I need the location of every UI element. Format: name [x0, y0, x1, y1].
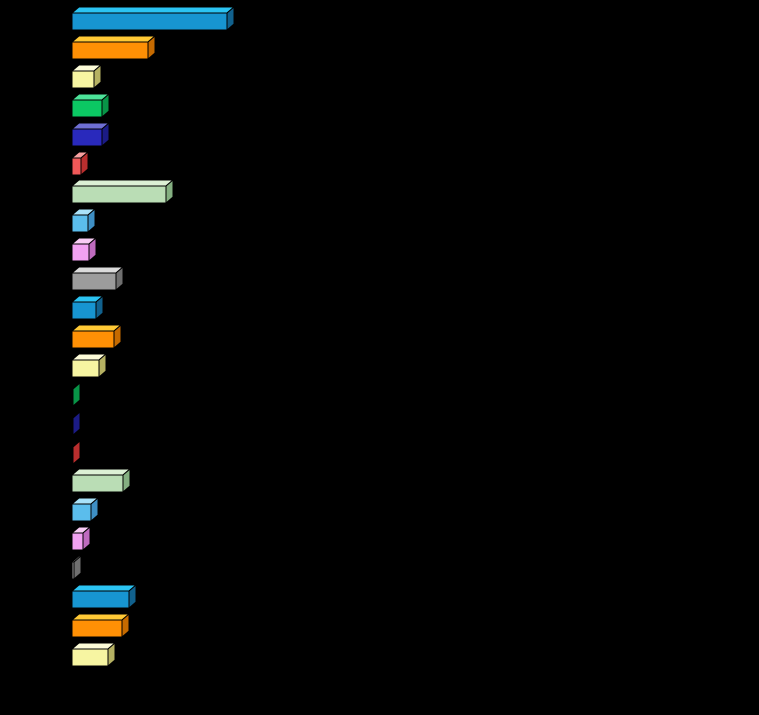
bar-14-green [70, 381, 82, 408]
bar-front-face [71, 532, 84, 551]
bar-4-green [70, 92, 111, 119]
bar-23-pale-yellow [70, 641, 117, 668]
bar-front-face [71, 648, 109, 667]
bar-top-face [70, 6, 236, 14]
bar-11-cyan [70, 294, 105, 321]
bar-front-face [71, 330, 115, 349]
bar-front-face [71, 619, 123, 638]
bar-top-face [70, 35, 157, 43]
bar-top-face [70, 324, 123, 332]
bar-7-pale-green [70, 178, 175, 205]
bar-6-red [70, 150, 90, 177]
bar-front-face [71, 561, 75, 580]
bar-top-face [70, 613, 131, 621]
bar-front-face [71, 359, 100, 378]
bar-top-face [70, 468, 132, 476]
bar-5-blue [70, 121, 111, 148]
bar-front-face [71, 99, 103, 118]
bar-16-red [70, 439, 82, 466]
bar-22-orange [70, 612, 131, 639]
bar-2-orange [70, 34, 157, 61]
bar-front-face [71, 243, 90, 262]
bar-front-face [71, 590, 130, 609]
bar-top-face [70, 266, 125, 274]
bar-top-face [70, 584, 138, 592]
bar-top-face [70, 179, 175, 187]
bar-front-face [71, 388, 74, 407]
bar-front-face [71, 185, 167, 204]
bar-19-pink [70, 525, 92, 552]
bar-front-face [71, 41, 149, 60]
bar-9-pink [70, 236, 98, 263]
bar-20-gray [70, 554, 83, 581]
bars-group [70, 5, 236, 668]
bar-front-face [71, 503, 92, 522]
bar-front-face [71, 301, 97, 320]
bar-1-cyan [70, 5, 236, 32]
bar-front-face [71, 70, 95, 89]
bar-3-pale-yellow [70, 63, 103, 90]
bar-12-orange [70, 323, 123, 350]
bar-18-light-blue [70, 496, 100, 523]
bar-15-blue [70, 410, 82, 437]
bar-21-cyan [70, 583, 138, 610]
bar-front-face [71, 12, 228, 31]
bar-front-face [71, 272, 117, 291]
bar-front-face [71, 417, 74, 436]
bar-17-pale-green [70, 467, 132, 494]
bar-8-light-blue [70, 207, 97, 234]
bar-front-face [71, 474, 124, 493]
bar-front-face [71, 157, 82, 176]
bar-front-face [71, 446, 74, 465]
bar-10-gray [70, 265, 125, 292]
bar-front-face [71, 214, 89, 233]
bar-front-face [71, 128, 103, 147]
bar-13-pale-yellow [70, 352, 108, 379]
